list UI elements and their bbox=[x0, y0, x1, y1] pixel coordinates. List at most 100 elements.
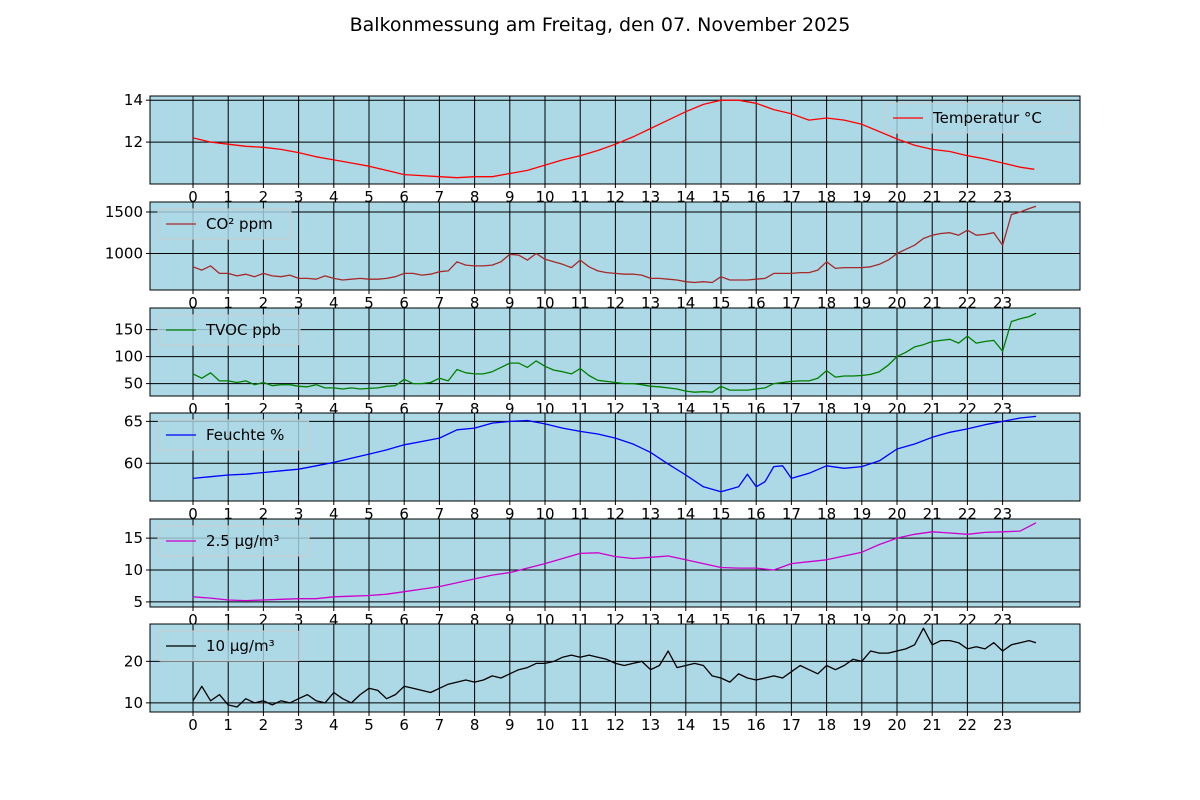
tvoc-x-tick-label: 1 bbox=[223, 400, 233, 418]
tvoc-legend-label: TVOC ppb bbox=[205, 321, 281, 339]
tvoc-x-tick-label: 8 bbox=[470, 400, 480, 418]
temperature-x-tick-label: 0 bbox=[188, 188, 198, 206]
pm10-x-tick-label: 13 bbox=[641, 716, 660, 734]
pm25-x-tick-label: 3 bbox=[294, 611, 304, 629]
pm10-panel: 0 1 2 3 4 5 6 7 8 9 10 11 12 13 14 15 16 17 18 19 20 21 22 2310… bbox=[124, 623, 1081, 734]
pm25-y-tick-label: 5 bbox=[133, 593, 143, 611]
pm10-x-tick-label: 11 bbox=[571, 716, 590, 734]
pm10-series-line bbox=[192, 627, 1037, 708]
tvoc-series-line bbox=[192, 312, 1037, 393]
humidity-x-tick-label: 4 bbox=[329, 505, 339, 523]
tvoc-x-tick-label: 9 bbox=[505, 400, 515, 418]
co2-legend-box bbox=[157, 208, 292, 240]
co2-x-tick-label: 7 bbox=[435, 294, 445, 312]
co2-legend: CO² ppm bbox=[157, 208, 292, 240]
co2-y-tick-label: 1000 bbox=[105, 244, 143, 262]
humidity-axes-frame bbox=[149, 412, 1081, 502]
pm25-x-tick-label: 2 bbox=[259, 611, 269, 629]
humidity-legend: Feuchte % bbox=[157, 419, 310, 451]
pm10-x-tick-label: 7 bbox=[435, 716, 445, 734]
temperature-x-tick-label: 1 bbox=[223, 188, 233, 206]
co2-x-tick-label: 4 bbox=[329, 294, 339, 312]
temperature-legend-box bbox=[884, 102, 1073, 134]
humidity-legend-label: Feuchte % bbox=[206, 426, 284, 444]
pm25-x-tick-label: 0 bbox=[188, 611, 198, 629]
pm25-y-tick-label: 15 bbox=[124, 529, 143, 547]
pm25-x-tick-label: 9 bbox=[505, 611, 515, 629]
pm25-panel: 0 1 2 3 4 5 6 7 8 9 10 11 12 13 14 15 16 17 18 19 20 21 22 2351… bbox=[124, 518, 1081, 629]
co2-panel: 0 1 2 3 4 5 6 7 8 9 10 11 12 13 14 15 16 17 18 19 20 21 22 2310… bbox=[105, 201, 1081, 312]
pm25-x-tick-label: 8 bbox=[470, 611, 480, 629]
pm10-legend-label: 10 µg/m³ bbox=[206, 637, 275, 655]
chart-panels: 0 1 2 3 4 5 6 7 8 9 10 11 12 13 14 15 16 17 18 19 20 21 22 2312… bbox=[105, 91, 1081, 734]
pm10-x-tick-label: 4 bbox=[329, 716, 339, 734]
pm10-x-tick-label: 14 bbox=[676, 716, 695, 734]
temperature-x-tick-label: 2 bbox=[259, 188, 269, 206]
temperature-panel: 0 1 2 3 4 5 6 7 8 9 10 11 12 13 14 15 16 17 18 19 20 21 22 2312… bbox=[124, 91, 1081, 206]
pm25-legend-label: 2.5 µg/m³ bbox=[206, 532, 279, 550]
tvoc-x-tick-label: 5 bbox=[364, 400, 374, 418]
temperature-x-tick-label: 4 bbox=[329, 188, 339, 206]
temperature-x-tick-label: 7 bbox=[435, 188, 445, 206]
tvoc-x-tick-label: 0 bbox=[188, 400, 198, 418]
temperature-x-tick-label: 5 bbox=[364, 188, 374, 206]
pm10-x-tick-label: 8 bbox=[470, 716, 480, 734]
pm25-axes-frame bbox=[149, 518, 1081, 608]
pm10-x-tick-label: 2 bbox=[259, 716, 269, 734]
tvoc-axes-frame bbox=[149, 307, 1081, 397]
co2-x-tick-label: 1 bbox=[223, 294, 233, 312]
temperature-series-line bbox=[192, 99, 1035, 179]
tvoc-legend-box bbox=[157, 314, 301, 346]
tvoc-x-tick-label: 6 bbox=[399, 400, 409, 418]
tvoc-x-tick-label: 3 bbox=[294, 400, 304, 418]
humidity-x-tick-label: 1 bbox=[223, 505, 233, 523]
pm10-y-tick-label: 20 bbox=[124, 652, 143, 670]
pm25-x-tick-label: 7 bbox=[435, 611, 445, 629]
pm10-x-tick-label: 5 bbox=[364, 716, 374, 734]
pm10-legend-box bbox=[157, 630, 301, 662]
temperature-x-tick-label: 8 bbox=[470, 188, 480, 206]
pm25-x-tick-label: 4 bbox=[329, 611, 339, 629]
pm25-legend: 2.5 µg/m³ bbox=[157, 525, 310, 557]
co2-x-tick-label: 3 bbox=[294, 294, 304, 312]
humidity-series-line bbox=[192, 415, 1037, 493]
pm10-x-tick-label: 16 bbox=[747, 716, 766, 734]
co2-x-tick-label: 5 bbox=[364, 294, 374, 312]
co2-axes-frame bbox=[149, 201, 1081, 291]
humidity-y-tick-label: 60 bbox=[124, 454, 143, 472]
co2-x-tick-label: 2 bbox=[259, 294, 269, 312]
pm10-x-tick-label: 10 bbox=[535, 716, 554, 734]
co2-x-tick-label: 9 bbox=[505, 294, 515, 312]
humidity-x-tick-label: 9 bbox=[505, 505, 515, 523]
tvoc-legend: TVOC ppb bbox=[157, 314, 301, 346]
pm25-x-tick-label: 1 bbox=[223, 611, 233, 629]
humidity-legend-box bbox=[157, 419, 310, 451]
co2-x-tick-label: 0 bbox=[188, 294, 198, 312]
pm25-y-tick-label: 10 bbox=[124, 561, 143, 579]
chart-title: Balkonmessung am Freitag, den 07. Novemb… bbox=[350, 14, 851, 36]
co2-y-tick-label: 1500 bbox=[105, 203, 143, 221]
pm25-x-tick-label: 6 bbox=[399, 611, 409, 629]
temperature-y-tick-label: 14 bbox=[124, 91, 143, 109]
humidity-x-tick-label: 3 bbox=[294, 505, 304, 523]
pm25-legend-box bbox=[157, 525, 310, 557]
pm10-x-tick-label: 20 bbox=[887, 716, 906, 734]
tvoc-y-tick-label: 150 bbox=[114, 321, 143, 339]
tvoc-x-tick-label: 4 bbox=[329, 400, 339, 418]
humidity-x-tick-label: 8 bbox=[470, 505, 480, 523]
humidity-y-tick-label: 65 bbox=[124, 412, 143, 430]
tvoc-panel: 0 1 2 3 4 5 6 7 8 9 10 11 12 13 14 15 16 17 18 19 20 21 22 2350… bbox=[114, 307, 1081, 418]
temperature-x-tick-label: 9 bbox=[505, 188, 515, 206]
pm10-x-tick-label: 19 bbox=[852, 716, 871, 734]
pm10-x-tick-label: 18 bbox=[817, 716, 836, 734]
humidity-x-tick-label: 5 bbox=[364, 505, 374, 523]
pm10-y-tick-label: 10 bbox=[124, 694, 143, 712]
humidity-x-tick-label: 7 bbox=[435, 505, 445, 523]
humidity-x-tick-label: 2 bbox=[259, 505, 269, 523]
pm25-x-tick-label: 5 bbox=[364, 611, 374, 629]
temperature-legend-label: Temperatur °C bbox=[932, 109, 1042, 127]
temperature-y-tick-label: 12 bbox=[124, 133, 143, 151]
temperature-x-tick-label: 3 bbox=[294, 188, 304, 206]
pm10-x-tick-label: 17 bbox=[782, 716, 801, 734]
